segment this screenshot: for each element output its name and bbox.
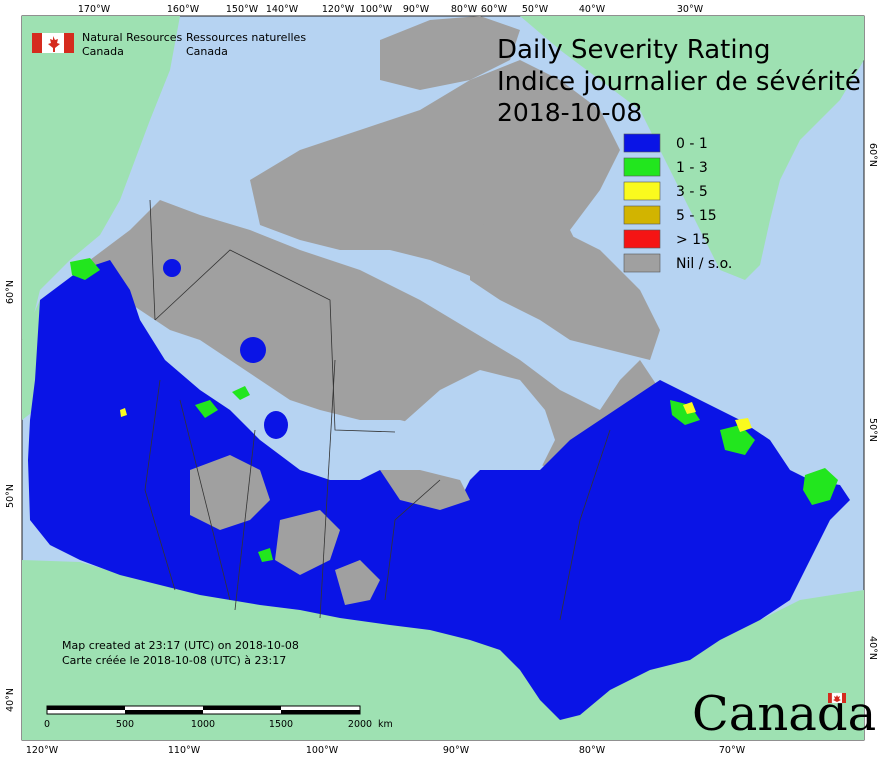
legend-swatch bbox=[623, 181, 661, 201]
severity-1-3-patch-nwt bbox=[232, 386, 250, 400]
graticule-top-label: 30°W bbox=[677, 4, 704, 15]
graticule-top-label: 60°W bbox=[481, 4, 508, 15]
severity-1-3-patch-alberta bbox=[195, 400, 218, 418]
legend-label: 5 - 15 bbox=[676, 208, 717, 224]
graticule-right-labels: 60°N 50°N 40°N bbox=[867, 143, 878, 660]
graticule-top-label: 90°W bbox=[403, 4, 430, 15]
usa-land bbox=[22, 560, 864, 740]
legend-label: > 15 bbox=[676, 232, 710, 248]
canada-wordmark-text: Canada bbox=[692, 686, 876, 742]
graticule-left-labels: 60°N 50°N 40°N bbox=[5, 280, 16, 712]
severity-1-3-patch-sask bbox=[258, 548, 273, 562]
lake-blue-3 bbox=[264, 411, 288, 439]
severity-1-3-patch-yukon bbox=[70, 258, 100, 280]
flag-left-bar bbox=[32, 33, 42, 53]
nil-patch-hudson-coast bbox=[380, 470, 470, 510]
graticule-left-label: 60°N bbox=[5, 280, 16, 304]
wordmark-maple-leaf-icon bbox=[833, 695, 841, 702]
map-title-en: Daily Severity Rating bbox=[497, 35, 771, 65]
created-note-en: Map created at 23:17 (UTC) on 2018-10-08 bbox=[62, 639, 299, 652]
legend-swatch bbox=[623, 253, 661, 273]
scale-bar-segment-3 bbox=[203, 706, 281, 710]
scale-bar-segment-2 bbox=[125, 710, 203, 714]
severity-0-1-region bbox=[28, 260, 850, 720]
wordmark-flag-left bbox=[828, 693, 832, 703]
alaska-land bbox=[22, 16, 180, 340]
scale-bar-tick-label: 1000 bbox=[191, 719, 215, 730]
baffin-island bbox=[470, 210, 660, 360]
scale-bar-segment-4 bbox=[281, 710, 360, 714]
graticule-bottom-labels: 120°W 110°W 100°W 90°W 80°W 70°W bbox=[26, 745, 746, 756]
graticule-top-label: 150°W bbox=[226, 4, 259, 15]
scale-bar-segment-1 bbox=[47, 706, 125, 710]
graticule-top-label: 140°W bbox=[266, 4, 299, 15]
graticule-top-label: 40°W bbox=[579, 4, 606, 15]
severity-1-3-patch-labrador-2 bbox=[720, 425, 755, 455]
scale-bar-tick-label: 500 bbox=[116, 719, 134, 730]
graticule-top-label: 80°W bbox=[451, 4, 478, 15]
graticule-top-labels: 170°W 160°W 150°W 140°W 120°W 100°W 90°W 80°W 60… bbox=[78, 4, 704, 15]
legend-swatch bbox=[623, 229, 661, 249]
scale-bar: 0 500 1000 1500 2000 km bbox=[44, 705, 393, 730]
legend-label: 0 - 1 bbox=[676, 136, 708, 152]
nrcan-logo bbox=[32, 33, 74, 53]
flag-right-bar bbox=[64, 33, 74, 53]
wordmark-flag-right bbox=[842, 693, 846, 703]
scale-bar-unit: km bbox=[378, 719, 393, 730]
nil-patch-ontario bbox=[335, 560, 380, 605]
graticule-bottom-label: 110°W bbox=[168, 745, 201, 756]
greenland-land bbox=[520, 16, 864, 280]
graticule-top-label: 120°W bbox=[322, 4, 355, 15]
severity-3-5-patch-bc bbox=[120, 408, 127, 417]
graticule-right-label: 60°N bbox=[867, 143, 878, 167]
legend-label: 1 - 3 bbox=[676, 160, 708, 176]
legend-label: 3 - 5 bbox=[676, 184, 708, 200]
severity-1-3-patch-nfld bbox=[803, 468, 838, 505]
graticule-bottom-label: 90°W bbox=[443, 745, 470, 756]
graticule-top-label: 100°W bbox=[360, 4, 393, 15]
legend-swatch bbox=[623, 133, 661, 153]
lake-blue-2 bbox=[240, 337, 266, 363]
scale-bar-tick-label: 1500 bbox=[269, 719, 293, 730]
graticule-left-label: 50°N bbox=[5, 484, 16, 508]
graticule-right-label: 50°N bbox=[867, 418, 878, 442]
severity-3-5-patch-labrador-2 bbox=[683, 402, 696, 414]
scale-bar-tick-label: 2000 bbox=[348, 719, 372, 730]
graticule-top-label: 170°W bbox=[78, 4, 111, 15]
graticule-bottom-label: 80°W bbox=[579, 745, 606, 756]
graticule-bottom-label: 70°W bbox=[719, 745, 746, 756]
map-title-fr: Indice journalier de sévérité bbox=[497, 67, 861, 97]
map-body bbox=[22, 16, 864, 740]
graticule-top-label: 50°W bbox=[522, 4, 549, 15]
provincial-borders bbox=[144, 199, 611, 621]
lake-blue-1 bbox=[163, 259, 181, 277]
graticule-top-label: 160°W bbox=[167, 4, 200, 15]
agency-fr-line2: Canada bbox=[186, 45, 228, 58]
severity-3-5-patch-labrador bbox=[735, 418, 752, 432]
graticule-left-label: 40°N bbox=[5, 688, 16, 712]
legend-label: Nil / s.o. bbox=[676, 256, 732, 272]
graticule-right-label: 40°N bbox=[867, 636, 878, 660]
legend-swatch bbox=[623, 157, 661, 177]
severity-1-3-patch-labrador bbox=[670, 400, 700, 425]
scale-bar-tick-label: 0 bbox=[44, 719, 50, 730]
agency-en-line1: Natural Resources bbox=[82, 31, 183, 44]
map-date: 2018-10-08 bbox=[497, 98, 642, 127]
agency-fr-line1: Ressources naturelles bbox=[186, 31, 306, 44]
canada-wordmark: Canada bbox=[692, 686, 876, 742]
agency-en-line2: Canada bbox=[82, 45, 124, 58]
legend: 0 - 1 1 - 3 3 - 5 5 - 15 > 15 Nil / s.o. bbox=[623, 133, 732, 273]
legend-swatch bbox=[623, 205, 661, 225]
graticule-bottom-label: 120°W bbox=[26, 745, 59, 756]
maple-leaf-icon bbox=[48, 36, 60, 52]
graticule-bottom-label: 100°W bbox=[306, 745, 339, 756]
ellesmere-island bbox=[380, 16, 520, 90]
created-note-fr: Carte créée le 2018-10-08 (UTC) à 23:17 bbox=[62, 654, 286, 667]
